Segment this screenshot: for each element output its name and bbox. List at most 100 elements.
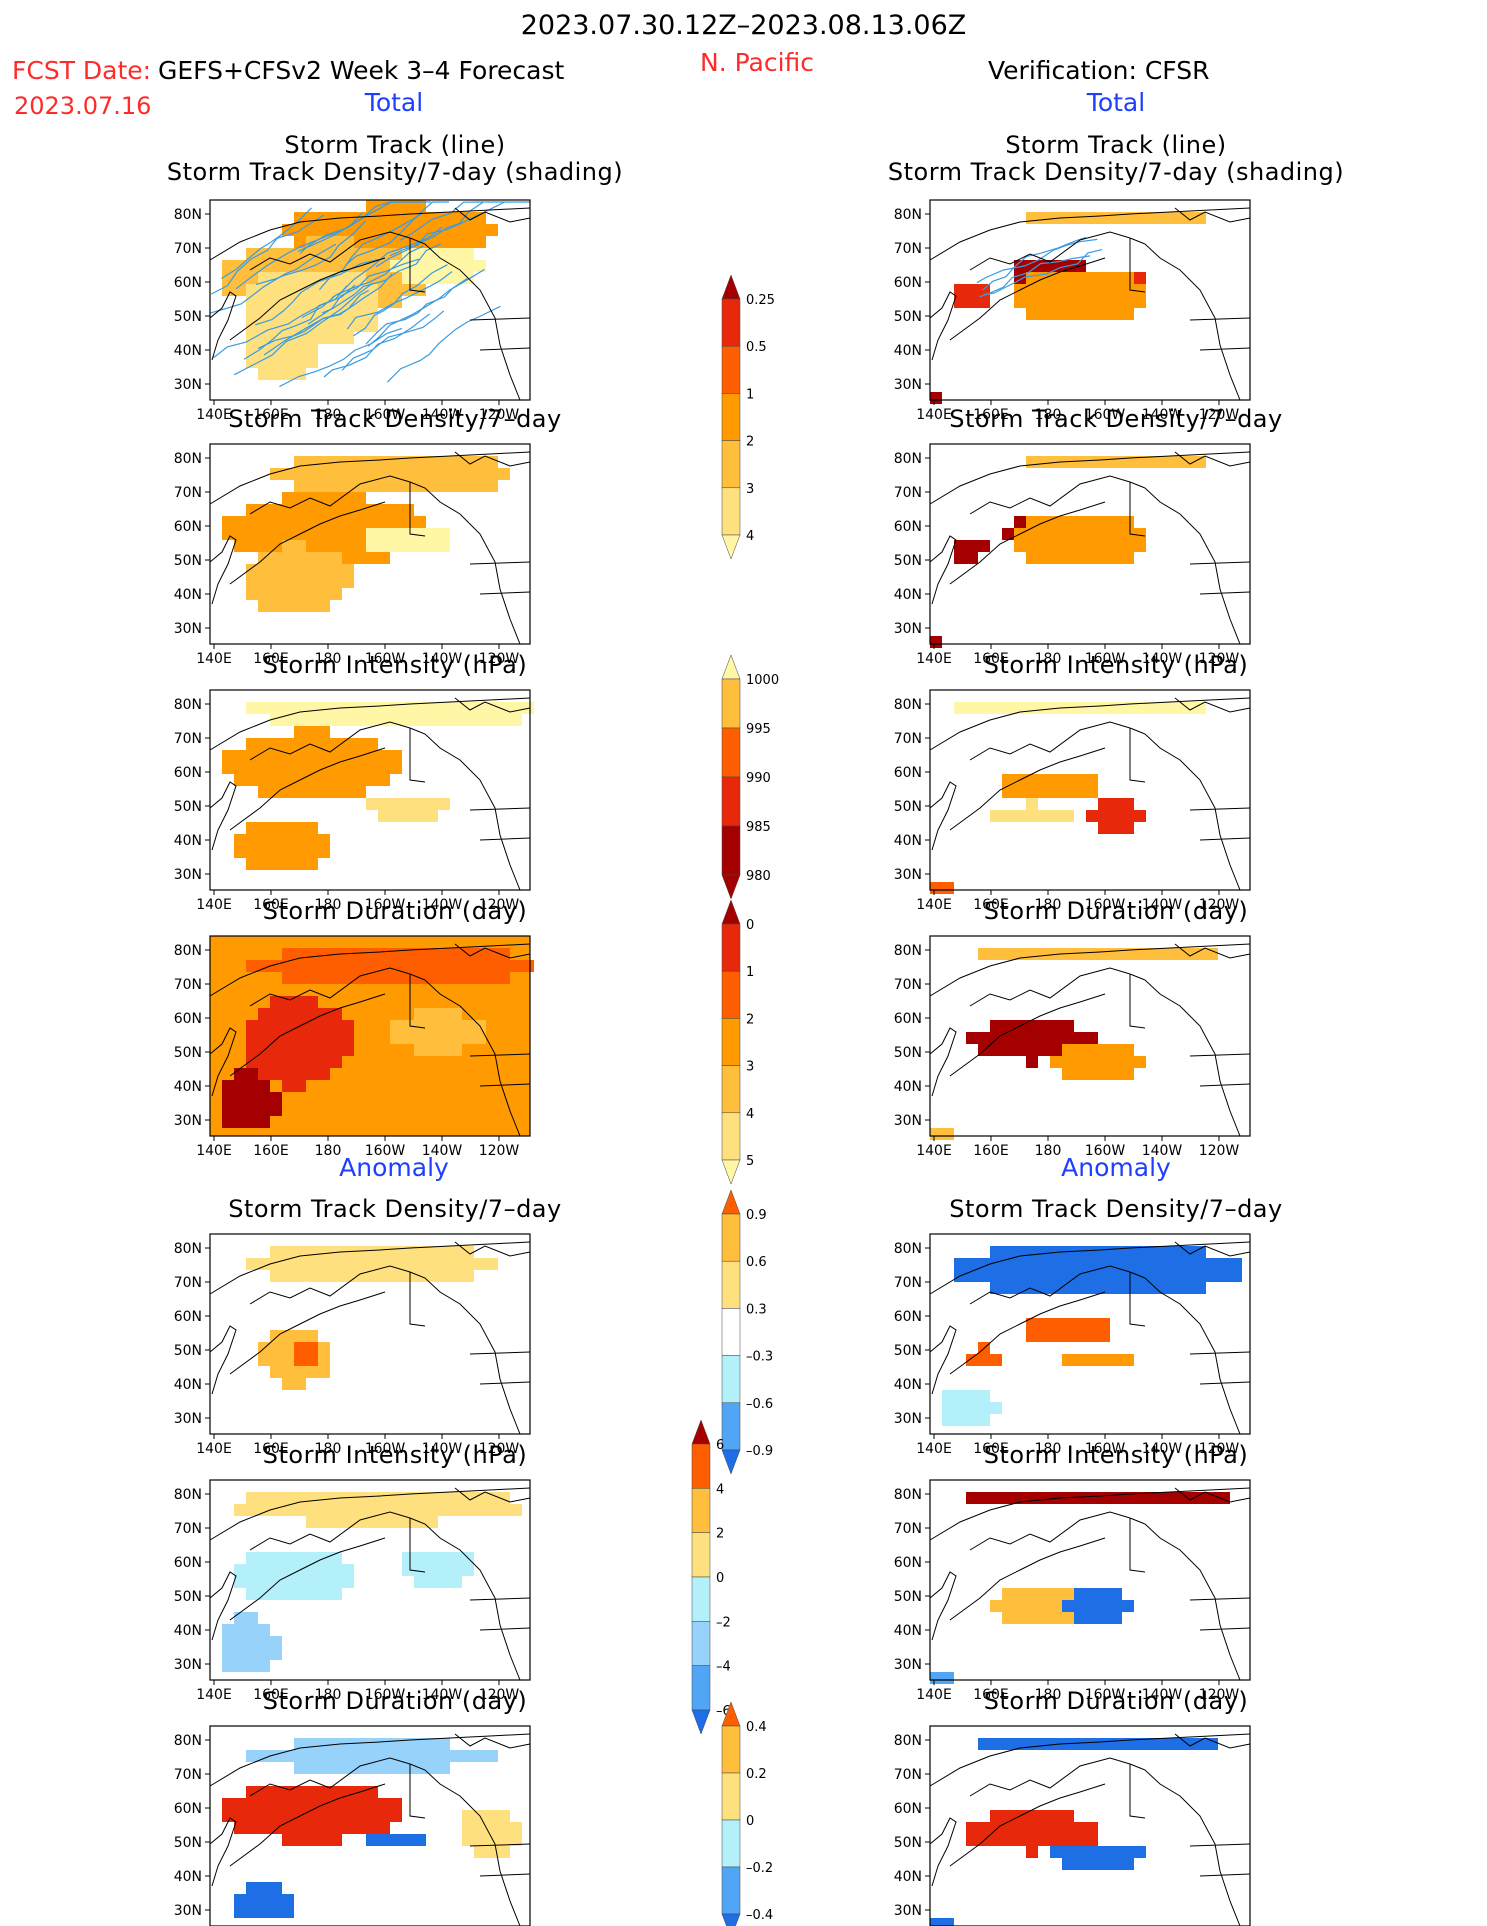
field-cell: [342, 552, 354, 564]
field-cell: [1158, 1258, 1170, 1270]
field-cell: [306, 1068, 318, 1080]
field-cell: [270, 308, 282, 320]
map-frame: [929, 935, 1251, 1137]
field-cell: [1182, 1258, 1194, 1270]
field-cell: [246, 1492, 258, 1504]
field-cell: [270, 960, 282, 972]
lat-tick-label: 80N: [174, 1241, 202, 1257]
field-cell: [270, 1330, 282, 1342]
field-cell: [306, 1810, 318, 1822]
field-cell: [1134, 272, 1146, 284]
field-cell: [234, 1894, 246, 1906]
field-cell: [306, 1750, 318, 1762]
field-cell: [222, 750, 234, 762]
field-cell: [966, 1258, 978, 1270]
field-cell: [1158, 212, 1170, 224]
field-cell: [342, 540, 354, 552]
field-cell: [486, 456, 498, 468]
coastline-path: [929, 1487, 1251, 1541]
field-cell: [258, 702, 270, 714]
lat-tick-label: 40N: [174, 1869, 202, 1885]
field-cell: [1050, 1612, 1062, 1624]
field-cell: [414, 1564, 426, 1576]
field-cell: [234, 1092, 246, 1104]
field-cell: [270, 822, 282, 834]
field-cell: [330, 972, 342, 984]
colorbar-segment: [721, 1308, 741, 1356]
field-cell: [402, 798, 414, 810]
field-cell: [414, 1552, 426, 1564]
field-cell: [234, 1648, 246, 1660]
coastline-path: [969, 967, 1131, 1007]
storm-track-line: [318, 212, 423, 290]
field-cell: [414, 224, 426, 236]
field-cell: [342, 248, 354, 260]
lat-tick-label: 40N: [894, 587, 922, 603]
field-cell: [234, 1906, 246, 1918]
field-cell: [234, 1612, 246, 1624]
field-cell: [1026, 810, 1038, 822]
field-cell: [414, 1834, 426, 1846]
coastline: [209, 697, 531, 891]
field-cell: [402, 810, 414, 822]
coastline-path: [469, 1597, 531, 1601]
map-density-anomaly-verification: 80N 70N 60N 50N 40N 30N 140E 160E 180 160W 140W 120…: [894, 1233, 1251, 1457]
coastline: [209, 451, 531, 645]
field-cell: [258, 1032, 270, 1044]
field-cell: [270, 834, 282, 846]
field-cell: [1026, 1056, 1038, 1068]
field-cell: [246, 1092, 258, 1104]
field-cell: [402, 960, 414, 972]
storm-track-line: [211, 214, 325, 295]
field-cell: [306, 504, 318, 516]
field-cell: [1122, 1068, 1134, 1080]
field-cell: [438, 1504, 450, 1516]
field-cell: [426, 1564, 438, 1576]
field-cell: [1098, 272, 1110, 284]
field-cell: [438, 948, 450, 960]
field-cell: [222, 516, 234, 528]
storm-track-line: [279, 327, 403, 388]
field-cell: [462, 1822, 474, 1834]
field-cell: [450, 1552, 462, 1564]
coastline-path: [454, 943, 531, 959]
field-cell: [306, 468, 318, 480]
lon-tick-label: 180: [1035, 1143, 1062, 1159]
colorbar-label: 2: [716, 1527, 724, 1542]
field-cell: [438, 702, 450, 714]
field-cell: [1098, 1858, 1110, 1870]
field-cell: [294, 1552, 306, 1564]
field-cell: [978, 1414, 990, 1426]
field-cell: [342, 1504, 354, 1516]
colorbar-label: –0.3: [746, 1350, 773, 1365]
colorbar-label: 990: [746, 771, 771, 786]
field-cell: [258, 528, 270, 540]
lat-tick-label: 30N: [894, 1411, 922, 1427]
field-cell: [222, 762, 234, 774]
field-cell: [342, 762, 354, 774]
field-cell: [330, 1258, 342, 1270]
field-cell: [1110, 456, 1122, 468]
field-cell: [366, 798, 378, 810]
field-cell: [438, 1750, 450, 1762]
field-cell: [1062, 1600, 1074, 1612]
lat-tick-label: 80N: [174, 1733, 202, 1749]
field-cell: [378, 714, 390, 726]
field-cell: [1086, 1258, 1098, 1270]
coastline-path: [1129, 1272, 1146, 1327]
colorbar-label: –2: [716, 1615, 731, 1630]
coastline-path: [1129, 1271, 1241, 1435]
colorbar-label: 4: [746, 529, 754, 544]
field-cell: [1074, 1822, 1086, 1834]
colorbar-label: 0.4: [746, 1720, 767, 1735]
field-cell: [438, 480, 450, 492]
field-cell: [498, 1822, 510, 1834]
coastline-path: [469, 1053, 531, 1057]
field-cell: [258, 1660, 270, 1672]
field-cell: [474, 1834, 486, 1846]
field-cell: [330, 260, 342, 272]
field-cell: [282, 1834, 294, 1846]
colorbar-segment: [691, 1532, 711, 1578]
lat-tick-label: 30N: [174, 1903, 202, 1919]
field-cell: [990, 1402, 1002, 1414]
